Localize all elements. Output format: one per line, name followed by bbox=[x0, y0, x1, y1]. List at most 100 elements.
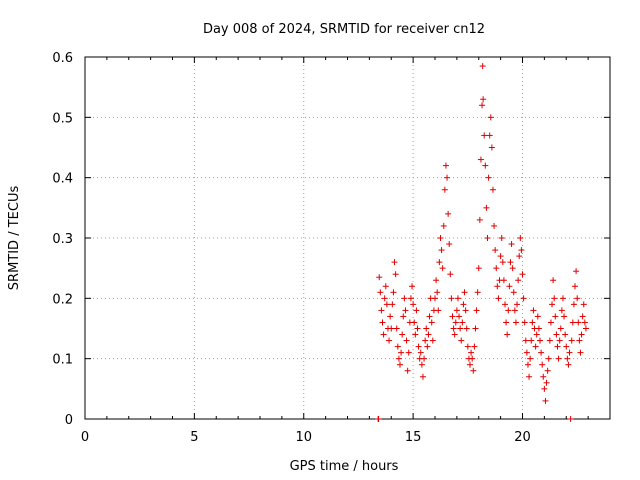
data-point bbox=[493, 265, 500, 272]
y-tick-label: 0 bbox=[65, 413, 73, 428]
data-point bbox=[541, 385, 548, 392]
y-tick-label: 0.5 bbox=[52, 111, 73, 126]
plot-frame bbox=[84, 56, 611, 420]
data-point bbox=[514, 301, 521, 308]
data-point bbox=[377, 289, 384, 296]
data-point bbox=[389, 301, 396, 308]
data-point bbox=[471, 343, 478, 350]
y-tick-label: 0.2 bbox=[52, 292, 73, 307]
data-point bbox=[545, 355, 552, 362]
data-point bbox=[522, 337, 529, 344]
data-point bbox=[458, 337, 465, 344]
data-point bbox=[392, 271, 399, 278]
data-point bbox=[487, 114, 494, 121]
data-point bbox=[477, 156, 484, 163]
data-point bbox=[399, 331, 406, 338]
data-point bbox=[563, 343, 570, 350]
data-point bbox=[405, 349, 412, 356]
data-point bbox=[517, 235, 524, 241]
data-point bbox=[412, 331, 419, 338]
data-point bbox=[417, 349, 424, 356]
data-point bbox=[582, 325, 589, 332]
data-point bbox=[473, 307, 480, 314]
data-point bbox=[552, 313, 559, 320]
data-point bbox=[449, 313, 456, 320]
data-point bbox=[474, 289, 481, 296]
data-point bbox=[482, 162, 489, 169]
data-point bbox=[447, 271, 454, 278]
data-point bbox=[388, 325, 395, 332]
x-tick-label: 15 bbox=[405, 430, 422, 445]
x-tick-label: 20 bbox=[514, 430, 531, 445]
data-point bbox=[488, 144, 495, 151]
data-point bbox=[404, 367, 411, 374]
data-point bbox=[414, 325, 421, 332]
data-point bbox=[448, 295, 455, 302]
data-point bbox=[506, 283, 513, 290]
data-point bbox=[401, 295, 408, 302]
data-point bbox=[433, 277, 440, 284]
data-point bbox=[483, 204, 490, 211]
data-point bbox=[567, 416, 574, 422]
data-point bbox=[508, 241, 515, 248]
data-point bbox=[530, 307, 537, 314]
data-point bbox=[516, 253, 523, 260]
data-point bbox=[553, 331, 560, 338]
data-point bbox=[489, 186, 496, 193]
data-point bbox=[510, 289, 517, 296]
data-point bbox=[503, 319, 510, 326]
data-point bbox=[572, 283, 578, 290]
data-point bbox=[515, 277, 522, 284]
data-point bbox=[426, 313, 433, 320]
data-point bbox=[557, 325, 564, 332]
data-point bbox=[509, 265, 516, 272]
data-point bbox=[393, 325, 400, 332]
data-point bbox=[568, 337, 575, 344]
data-point bbox=[438, 247, 445, 254]
data-point bbox=[383, 301, 390, 308]
data-point bbox=[429, 337, 436, 344]
data-point bbox=[428, 319, 435, 326]
data-point bbox=[546, 337, 553, 344]
data-point bbox=[421, 355, 428, 362]
x-tick-label: 10 bbox=[295, 430, 312, 445]
data-point bbox=[441, 186, 448, 193]
data-point bbox=[559, 295, 566, 302]
data-point bbox=[485, 174, 492, 181]
data-point bbox=[547, 319, 554, 326]
data-point bbox=[497, 253, 504, 260]
data-point bbox=[390, 289, 397, 296]
data-point bbox=[445, 210, 452, 217]
data-point bbox=[535, 325, 542, 332]
data-point bbox=[394, 343, 401, 350]
data-point bbox=[411, 319, 418, 326]
data-point bbox=[549, 301, 556, 308]
data-point bbox=[402, 307, 409, 314]
chart-title: Day 008 of 2024, SRMTID for receiver cn1… bbox=[203, 22, 485, 37]
data-point bbox=[453, 307, 460, 314]
data-point bbox=[397, 361, 403, 368]
grid-layer bbox=[85, 57, 610, 419]
data-point bbox=[543, 379, 550, 386]
data-point bbox=[511, 307, 518, 314]
data-point bbox=[376, 274, 383, 281]
tick-layer: 0 5 10 15 20 0 0.1 0.2 0.3 0.4 0.5 0.6 bbox=[52, 51, 610, 445]
data-point bbox=[378, 307, 385, 314]
data-point bbox=[579, 313, 586, 320]
y-tick-label: 0.1 bbox=[52, 353, 73, 368]
data-point bbox=[550, 277, 557, 284]
data-point bbox=[520, 295, 527, 302]
data-point bbox=[504, 331, 511, 338]
data-point bbox=[578, 331, 585, 338]
data-point bbox=[380, 331, 387, 338]
x-tick-label: 5 bbox=[190, 430, 198, 445]
data-point bbox=[472, 325, 479, 332]
data-point bbox=[418, 361, 425, 368]
data-point bbox=[484, 235, 491, 241]
data-point bbox=[542, 397, 549, 404]
data-point bbox=[565, 361, 572, 368]
data-point bbox=[463, 325, 470, 332]
data-point bbox=[424, 343, 431, 350]
data-point bbox=[403, 337, 410, 344]
data-point bbox=[422, 337, 429, 344]
